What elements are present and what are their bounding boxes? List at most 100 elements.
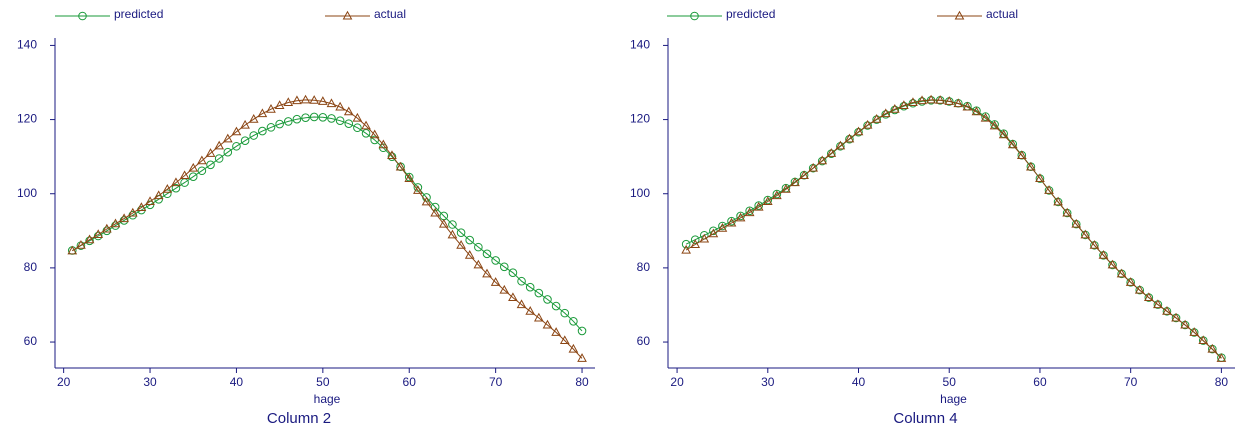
marker <box>1007 139 1018 149</box>
x-tick-label: 20 <box>670 375 684 389</box>
marker <box>214 154 224 163</box>
marker <box>508 268 518 278</box>
marker <box>197 155 207 165</box>
marker <box>67 245 78 255</box>
marker <box>266 103 276 113</box>
marker <box>1198 335 1209 345</box>
marker <box>772 189 782 199</box>
marker <box>1089 240 1100 249</box>
marker <box>690 239 701 249</box>
marker <box>881 110 891 119</box>
marker <box>953 98 964 108</box>
marker <box>577 353 587 362</box>
marker <box>890 105 900 115</box>
marker <box>889 103 900 113</box>
marker <box>326 98 337 108</box>
marker <box>525 282 535 292</box>
x-axis-label: hage <box>940 392 967 406</box>
marker <box>1071 218 1082 228</box>
marker <box>232 141 241 151</box>
marker <box>93 231 103 241</box>
marker <box>726 217 737 227</box>
marker <box>1080 229 1091 239</box>
series-line <box>685 99 1222 358</box>
marker <box>826 148 837 157</box>
marker <box>962 101 973 111</box>
y-tick-label: 80 <box>24 260 38 274</box>
marker <box>1153 299 1163 309</box>
marker <box>844 133 855 143</box>
x-tick-label: 30 <box>143 375 157 389</box>
marker <box>1044 185 1054 194</box>
marker <box>223 147 233 157</box>
marker <box>1062 207 1073 217</box>
marker <box>989 120 1000 130</box>
marker <box>491 256 500 265</box>
marker <box>517 276 526 286</box>
marker <box>162 184 173 193</box>
marker <box>880 108 891 118</box>
marker <box>474 242 483 252</box>
marker <box>499 262 509 272</box>
marker <box>482 249 492 259</box>
marker <box>352 112 363 122</box>
series-line <box>685 99 1222 359</box>
marker <box>240 136 250 146</box>
marker <box>551 301 561 311</box>
y-tick-label: 80 <box>637 260 651 274</box>
marker <box>525 306 536 315</box>
series-line <box>72 116 583 332</box>
marker <box>516 299 527 309</box>
marker <box>93 229 104 239</box>
marker <box>482 268 492 278</box>
marker <box>309 95 320 104</box>
marker <box>808 162 819 172</box>
marker <box>871 113 882 123</box>
x-tick-label: 70 <box>489 375 503 389</box>
marker <box>395 161 406 171</box>
y-tick-label: 60 <box>637 334 651 348</box>
marker <box>188 172 198 181</box>
x-tick-label: 30 <box>761 375 775 389</box>
marker <box>413 185 423 194</box>
marker <box>1207 343 1218 353</box>
marker <box>763 195 773 205</box>
marker <box>448 220 457 229</box>
series-line <box>72 99 583 359</box>
marker <box>1125 277 1136 286</box>
marker <box>944 96 955 105</box>
marker <box>543 295 552 304</box>
y-tick-label: 120 <box>17 112 37 126</box>
marker <box>188 162 199 172</box>
x-tick-label: 60 <box>403 375 417 389</box>
x-tick-label: 50 <box>316 375 330 389</box>
marker <box>421 196 432 206</box>
marker <box>361 128 371 138</box>
marker <box>101 223 112 233</box>
marker <box>1098 250 1109 259</box>
marker <box>1134 284 1145 294</box>
marker <box>1035 173 1045 183</box>
marker <box>275 119 284 129</box>
marker <box>343 106 354 116</box>
marker <box>283 97 294 107</box>
marker <box>980 112 991 122</box>
marker <box>577 326 587 336</box>
y-tick-label: 120 <box>630 112 650 126</box>
legend-marker <box>690 11 699 21</box>
marker <box>533 312 544 322</box>
marker <box>835 140 846 150</box>
x-tick-label: 40 <box>852 375 866 389</box>
marker <box>762 196 773 206</box>
marker <box>473 259 484 269</box>
marker <box>551 327 561 336</box>
x-tick-label: 60 <box>1033 375 1047 389</box>
chart-title: Column 2 <box>267 410 331 427</box>
x-tick-label: 50 <box>943 375 957 389</box>
marker <box>853 126 864 136</box>
marker <box>179 170 190 180</box>
x-tick-label: 40 <box>230 375 244 389</box>
marker <box>274 100 285 109</box>
marker <box>709 226 718 236</box>
marker <box>171 183 181 193</box>
